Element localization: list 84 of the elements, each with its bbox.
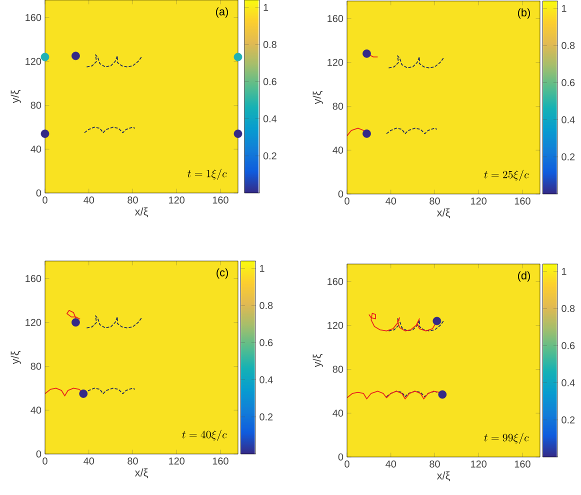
color-bar-label: 1 bbox=[260, 264, 264, 272]
y-tick-label: 120 bbox=[26, 58, 42, 65]
y-tick-label: 40 bbox=[30, 146, 42, 153]
x-tick-label: 40 bbox=[84, 196, 94, 204]
color-bar-label: 0.6 bbox=[263, 78, 276, 86]
annotation: $t = 40\xi/c$ bbox=[182, 430, 227, 441]
color-bar-label: 0.4 bbox=[562, 116, 575, 124]
x-tick-label: 80 bbox=[128, 196, 138, 204]
color-bar-label: 1 bbox=[562, 4, 566, 12]
x-tick-label: 0 bbox=[344, 198, 350, 205]
color-bar-label: 1 bbox=[562, 268, 566, 275]
y-tick-label: 80 bbox=[30, 362, 42, 370]
x-tick-label: 80 bbox=[430, 460, 440, 468]
y-tick-label: 0 bbox=[36, 450, 42, 458]
y-tick-label: 160 bbox=[26, 275, 42, 282]
color-bar-label: 0.2 bbox=[263, 152, 276, 160]
color-bar-label: 0.6 bbox=[562, 79, 575, 86]
x-tick-label: 120 bbox=[471, 460, 487, 468]
color-bar-label: 0.6 bbox=[562, 342, 575, 350]
color-bar-label: 0.2 bbox=[562, 153, 575, 160]
color-bar-label: 0.8 bbox=[562, 305, 575, 312]
color-bar-label: 0.2 bbox=[562, 416, 575, 424]
annotation: $t = 25\xi/c$ bbox=[484, 170, 529, 181]
y-tick-label: 120 bbox=[328, 322, 344, 329]
x-axis-title: x/ξ bbox=[436, 471, 450, 482]
x-tick-label: 40 bbox=[84, 458, 94, 465]
y-axis-title: y/ξ bbox=[312, 91, 324, 104]
x-tick-label: 120 bbox=[471, 198, 487, 205]
y-tick-label: 160 bbox=[26, 14, 42, 22]
annotation: (a) bbox=[216, 7, 228, 18]
color-bar-label: 0.6 bbox=[260, 339, 273, 346]
y-tick-label: 0 bbox=[36, 189, 42, 197]
color-bar-label: 0.8 bbox=[260, 302, 273, 310]
annotation: (d) bbox=[518, 271, 530, 282]
annotation: (b) bbox=[518, 8, 530, 19]
color-bar-label: 0.8 bbox=[562, 42, 575, 50]
color-bar-label: 0.4 bbox=[260, 376, 273, 384]
color-bar-label: 0.4 bbox=[263, 115, 277, 122]
x-tick-label: 120 bbox=[169, 196, 185, 204]
x-axis-title: x/ξ bbox=[134, 207, 148, 218]
y-tick-label: 80 bbox=[30, 102, 42, 109]
line-series bbox=[86, 315, 142, 328]
y-tick-label: 40 bbox=[332, 146, 344, 154]
x-tick-label: 0 bbox=[42, 196, 48, 204]
annotation: $t = 1\xi/c$ bbox=[188, 168, 227, 180]
color-bar-label: 1 bbox=[264, 4, 268, 11]
color-bar-label: 0.4 bbox=[562, 379, 575, 386]
y-tick-label: 40 bbox=[30, 406, 42, 414]
line-series bbox=[86, 54, 142, 68]
point bbox=[234, 52, 242, 62]
y-axis-title: y/ξ bbox=[10, 351, 22, 364]
annotation: $t = 99\xi/c$ bbox=[484, 432, 529, 444]
x-tick-label: 160 bbox=[514, 198, 530, 205]
color-bar-label: 0.2 bbox=[260, 413, 273, 420]
annotation: (c) bbox=[216, 268, 228, 279]
y-tick-label: 80 bbox=[332, 102, 344, 110]
y-tick-label: 160 bbox=[328, 15, 344, 22]
y-tick-label: 40 bbox=[332, 410, 344, 417]
x-tick-label: 40 bbox=[386, 198, 396, 205]
x-tick-label: 0 bbox=[344, 460, 350, 468]
x-tick-label: 160 bbox=[212, 458, 228, 465]
y-axis-title: y/ξ bbox=[312, 354, 324, 368]
y-tick-label: 160 bbox=[328, 278, 344, 286]
point bbox=[234, 130, 242, 138]
x-axis-title: x/ξ bbox=[134, 468, 148, 478]
y-tick-label: 0 bbox=[338, 190, 344, 198]
x-tick-label: 80 bbox=[128, 458, 138, 465]
x-tick-label: 80 bbox=[430, 198, 440, 205]
point bbox=[40, 130, 50, 138]
y-tick-label: 120 bbox=[328, 58, 344, 66]
y-axis-title: y/ξ bbox=[10, 90, 22, 104]
line-series bbox=[388, 55, 444, 68]
y-tick-label: 120 bbox=[26, 318, 42, 326]
x-tick-label: 0 bbox=[42, 458, 48, 465]
y-tick-label: 80 bbox=[332, 366, 344, 373]
point bbox=[72, 52, 80, 60]
x-tick-label: 120 bbox=[169, 458, 185, 465]
line-series bbox=[388, 318, 444, 332]
x-axis-title: x/ξ bbox=[436, 208, 450, 218]
color-bar-label: 0.8 bbox=[263, 41, 276, 48]
x-tick-label: 40 bbox=[386, 460, 396, 468]
x-tick-label: 160 bbox=[212, 196, 228, 204]
point bbox=[40, 52, 50, 62]
x-tick-label: 160 bbox=[514, 460, 530, 468]
